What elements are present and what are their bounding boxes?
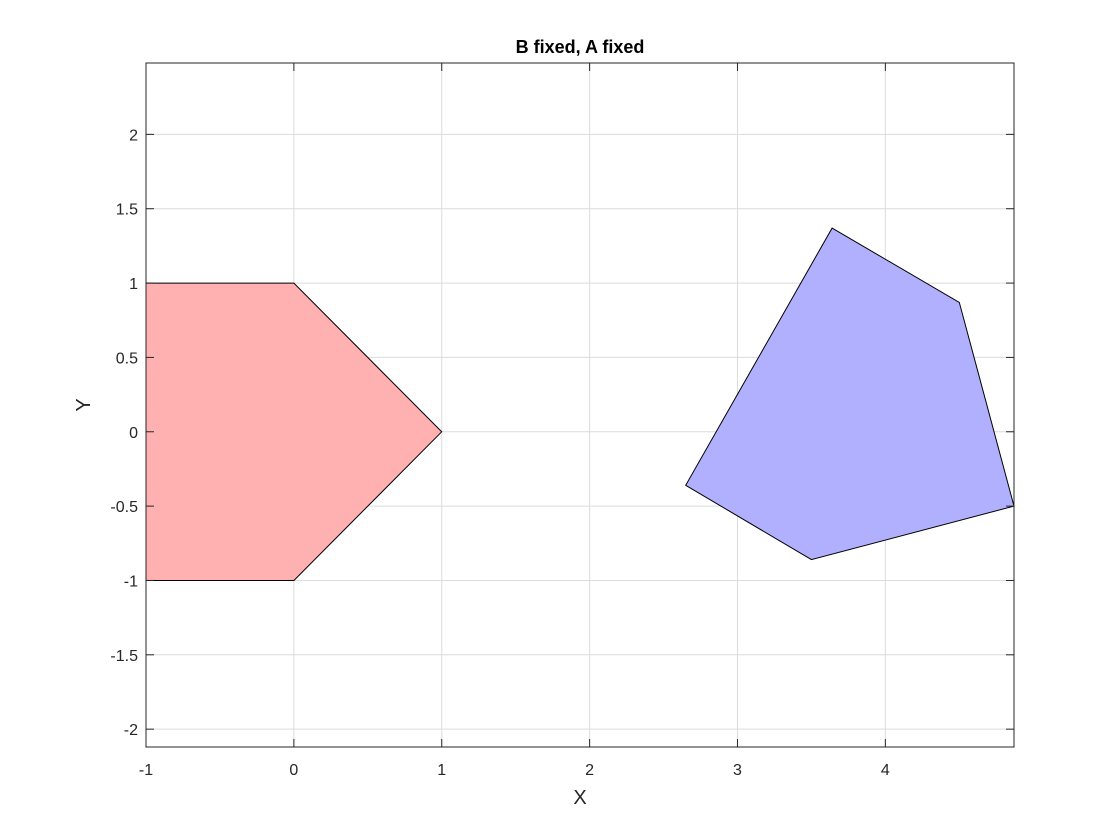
y-tick-label: 1 (129, 276, 138, 293)
x-tick-label: 4 (881, 762, 890, 779)
plot-frame (145, 62, 1015, 748)
x-tick-label: 2 (585, 762, 594, 779)
y-tick-label: -1 (124, 573, 138, 590)
polygons (145, 227, 1015, 581)
y-tick-labels: -2 -1.5 -1 -0.5 0 0.5 1 1.5 2 (110, 127, 138, 739)
x-axis-label: X (573, 787, 586, 809)
polygon-2 (685, 227, 1015, 561)
chart-title: B fixed, A fixed (516, 37, 645, 57)
x-tick-labels: -1 0 1 2 3 4 (139, 762, 890, 779)
x-tick-label: 1 (437, 762, 446, 779)
y-tick-label: 0 (129, 425, 138, 442)
x-tick-label: -1 (139, 762, 153, 779)
x-tick-label: 0 (289, 762, 298, 779)
y-tick-label: -0.5 (110, 499, 138, 516)
y-tick-label: -1.5 (110, 648, 138, 665)
y-tick-label: -2 (124, 722, 138, 739)
y-axis-label: Y (73, 398, 95, 411)
y-tick-label: 1.5 (116, 202, 138, 219)
ticks (145, 63, 1014, 747)
y-tick-label: 2 (129, 127, 138, 144)
y-tick-label: 0.5 (116, 350, 138, 367)
x-tick-label: 3 (733, 762, 742, 779)
